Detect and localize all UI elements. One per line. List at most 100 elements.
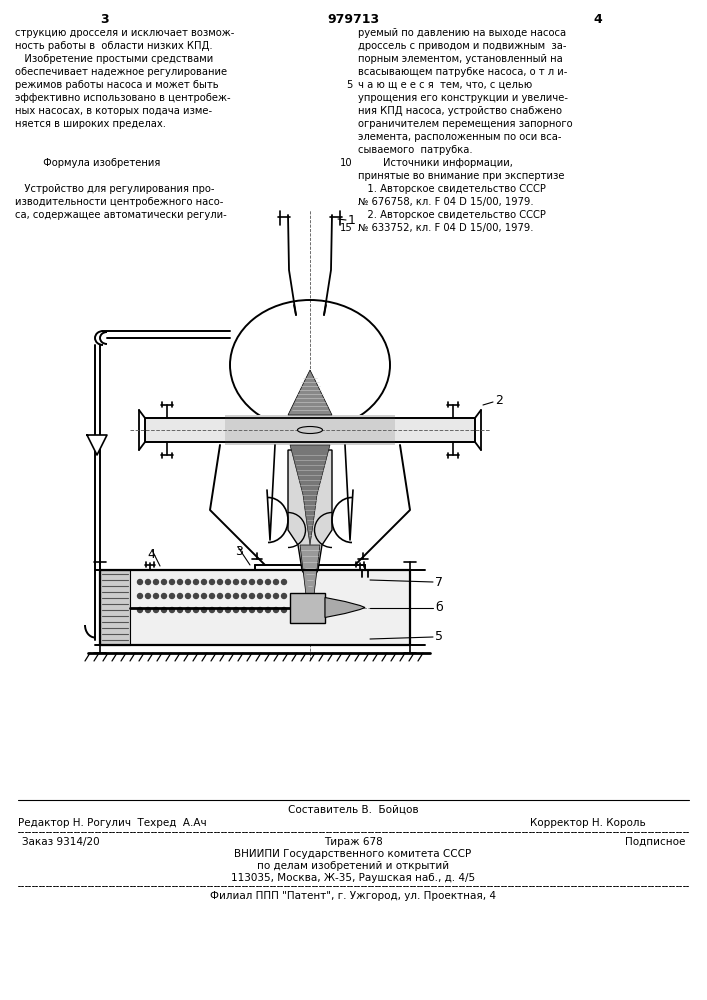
Text: режимов работы насоса и может быть: режимов работы насоса и может быть bbox=[15, 80, 218, 90]
Circle shape bbox=[266, 580, 271, 584]
Circle shape bbox=[266, 593, 271, 598]
Circle shape bbox=[177, 580, 182, 584]
Text: всасывающем патрубке насоса, о т л и-: всасывающем патрубке насоса, о т л и- bbox=[358, 67, 568, 77]
Circle shape bbox=[233, 593, 238, 598]
Text: б: б bbox=[435, 601, 443, 614]
Text: 5: 5 bbox=[346, 80, 353, 90]
Text: 15: 15 bbox=[340, 223, 353, 233]
Circle shape bbox=[226, 607, 230, 612]
Text: ВНИИПИ Государственного комитета СССР: ВНИИПИ Государственного комитета СССР bbox=[235, 849, 472, 859]
Circle shape bbox=[185, 607, 190, 612]
Text: 1: 1 bbox=[348, 214, 356, 227]
Circle shape bbox=[170, 607, 175, 612]
Ellipse shape bbox=[298, 426, 322, 434]
Circle shape bbox=[170, 580, 175, 584]
Text: 1. Авторское свидетельство СССР: 1. Авторское свидетельство СССР bbox=[358, 184, 546, 194]
Circle shape bbox=[233, 580, 238, 584]
Circle shape bbox=[177, 607, 182, 612]
Text: элемента, расположенным по оси вса-: элемента, расположенным по оси вса- bbox=[358, 132, 561, 142]
Circle shape bbox=[185, 580, 190, 584]
Polygon shape bbox=[325, 597, 365, 617]
Circle shape bbox=[209, 593, 214, 598]
Circle shape bbox=[153, 607, 158, 612]
Circle shape bbox=[170, 593, 175, 598]
Polygon shape bbox=[100, 570, 410, 645]
Polygon shape bbox=[290, 592, 325, 622]
Circle shape bbox=[209, 607, 214, 612]
Circle shape bbox=[137, 580, 143, 584]
Circle shape bbox=[201, 607, 206, 612]
Circle shape bbox=[209, 580, 214, 584]
Circle shape bbox=[226, 593, 230, 598]
Text: 3: 3 bbox=[235, 545, 243, 558]
Circle shape bbox=[218, 593, 223, 598]
Circle shape bbox=[242, 580, 247, 584]
Text: № 676758, кл. F 04 D 15/00, 1979.: № 676758, кл. F 04 D 15/00, 1979. bbox=[358, 197, 534, 207]
Circle shape bbox=[274, 593, 279, 598]
Circle shape bbox=[257, 607, 262, 612]
Text: 4: 4 bbox=[594, 13, 602, 26]
Circle shape bbox=[201, 593, 206, 598]
Text: дроссель с приводом и подвижным  за-: дроссель с приводом и подвижным за- bbox=[358, 41, 566, 51]
Polygon shape bbox=[225, 415, 395, 445]
Text: эффективно использовано в центробеж-: эффективно использовано в центробеж- bbox=[15, 93, 230, 103]
Text: обеспечивает надежное регулирование: обеспечивает надежное регулирование bbox=[15, 67, 227, 77]
Text: по делам изобретений и открытий: по делам изобретений и открытий bbox=[257, 861, 449, 871]
Text: ния КПД насоса, устройство снабжено: ния КПД насоса, устройство снабжено bbox=[358, 106, 562, 116]
Text: принятые во внимание при экспертизе: принятые во внимание при экспертизе bbox=[358, 171, 564, 181]
Text: 2. Авторское свидетельство СССР: 2. Авторское свидетельство СССР bbox=[358, 210, 546, 220]
Circle shape bbox=[146, 580, 151, 584]
Text: 10: 10 bbox=[340, 158, 353, 168]
Circle shape bbox=[161, 593, 167, 598]
Text: Заказ 9314/20: Заказ 9314/20 bbox=[22, 837, 100, 847]
Circle shape bbox=[274, 607, 279, 612]
Text: Корректор Н. Король: Корректор Н. Король bbox=[530, 818, 645, 828]
Text: упрощения его конструкции и увеличе-: упрощения его конструкции и увеличе- bbox=[358, 93, 568, 103]
Text: 2: 2 bbox=[495, 393, 503, 406]
Polygon shape bbox=[145, 418, 475, 442]
Circle shape bbox=[281, 593, 286, 598]
Circle shape bbox=[281, 580, 286, 584]
Circle shape bbox=[194, 580, 199, 584]
Text: 113035, Москва, Ж-35, Раушская наб., д. 4/5: 113035, Москва, Ж-35, Раушская наб., д. … bbox=[231, 873, 475, 883]
Text: руемый по давлению на выходе насоса: руемый по давлению на выходе насоса bbox=[358, 28, 566, 38]
Circle shape bbox=[201, 580, 206, 584]
Text: ных насосах, в которых подача изме-: ных насосах, в которых подача изме- bbox=[15, 106, 212, 116]
Circle shape bbox=[137, 593, 143, 598]
Text: ч а ю щ е е с я  тем, что, с целью: ч а ю щ е е с я тем, что, с целью bbox=[358, 80, 532, 90]
Text: Источники информации,: Источники информации, bbox=[358, 158, 513, 168]
Text: са, содержащее автоматически регули-: са, содержащее автоматически регули- bbox=[15, 210, 227, 220]
Text: Филиал ППП "Патент", г. Ужгород, ул. Проектная, 4: Филиал ППП "Патент", г. Ужгород, ул. Про… bbox=[210, 891, 496, 901]
Circle shape bbox=[161, 580, 167, 584]
Circle shape bbox=[250, 593, 255, 598]
Circle shape bbox=[250, 607, 255, 612]
Circle shape bbox=[233, 607, 238, 612]
Text: 4: 4 bbox=[147, 548, 155, 561]
Circle shape bbox=[257, 580, 262, 584]
Polygon shape bbox=[288, 450, 332, 585]
Text: сываемого  патрубка.: сываемого патрубка. bbox=[358, 145, 472, 155]
Circle shape bbox=[153, 580, 158, 584]
Circle shape bbox=[266, 607, 271, 612]
Circle shape bbox=[218, 580, 223, 584]
Polygon shape bbox=[290, 445, 330, 545]
Polygon shape bbox=[87, 435, 107, 455]
Circle shape bbox=[242, 607, 247, 612]
Text: Тираж 678: Тираж 678 bbox=[324, 837, 382, 847]
Circle shape bbox=[177, 593, 182, 598]
Text: ность работы в  области низких КПД.: ность работы в области низких КПД. bbox=[15, 41, 213, 51]
Circle shape bbox=[281, 607, 286, 612]
Text: 7: 7 bbox=[435, 576, 443, 588]
Text: Изобретение простыми средствами: Изобретение простыми средствами bbox=[15, 54, 214, 64]
Text: 979713: 979713 bbox=[327, 13, 379, 26]
Text: Редактор Н. Рогулич  Техред  А.Ач: Редактор Н. Рогулич Техред А.Ач bbox=[18, 818, 206, 828]
Text: порным элементом, установленный на: порным элементом, установленный на bbox=[358, 54, 563, 64]
Text: Составитель В.  Бойцов: Составитель В. Бойцов bbox=[288, 805, 419, 815]
Circle shape bbox=[185, 593, 190, 598]
Text: 5: 5 bbox=[435, 631, 443, 644]
Circle shape bbox=[218, 607, 223, 612]
Circle shape bbox=[161, 607, 167, 612]
Polygon shape bbox=[288, 370, 332, 415]
Text: Устройство для регулирования про-: Устройство для регулирования про- bbox=[15, 184, 214, 194]
Circle shape bbox=[194, 593, 199, 598]
